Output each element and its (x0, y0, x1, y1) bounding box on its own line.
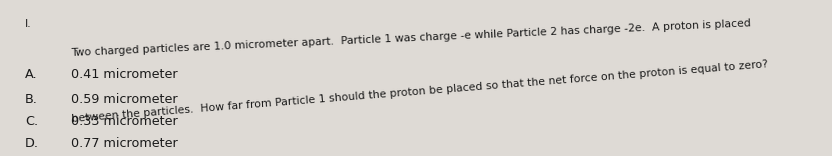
Text: 0.33 micrometer: 0.33 micrometer (71, 115, 177, 128)
Text: D.: D. (25, 137, 39, 150)
Text: 0.59 micrometer: 0.59 micrometer (71, 93, 177, 106)
Text: 0.77 micrometer: 0.77 micrometer (71, 137, 177, 150)
Text: C.: C. (25, 115, 38, 128)
Text: Two charged particles are 1.0 micrometer apart.  Particle 1 was charge -e while : Two charged particles are 1.0 micrometer… (71, 19, 751, 58)
Text: 0.41 micrometer: 0.41 micrometer (71, 68, 177, 81)
Text: B.: B. (25, 93, 37, 106)
Text: A.: A. (25, 68, 37, 81)
Text: between the particles.  How far from Particle 1 should the proton be placed so t: between the particles. How far from Part… (71, 59, 768, 124)
Text: I.: I. (25, 19, 32, 29)
